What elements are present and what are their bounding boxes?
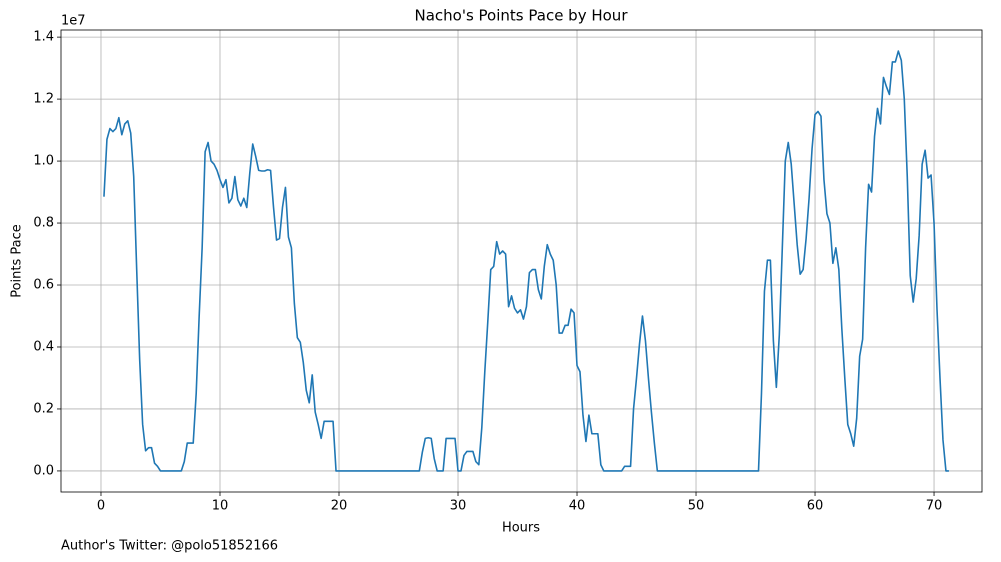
y-tick-label: 0.4 bbox=[33, 339, 54, 354]
x-tick-label: 30 bbox=[450, 499, 467, 514]
x-tick-label: 50 bbox=[688, 499, 705, 514]
y-tick-label: 0.2 bbox=[33, 401, 54, 416]
x-tick-label: 70 bbox=[926, 499, 943, 514]
y-tick-label: 1.0 bbox=[33, 154, 54, 169]
y-tick-label: 0.0 bbox=[33, 463, 54, 478]
axes-frame bbox=[60, 29, 983, 493]
x-tick-label: 40 bbox=[569, 499, 586, 514]
y-offset-label: 1e7 bbox=[61, 14, 86, 29]
footnote: Author's Twitter: @polo51852166 bbox=[61, 539, 278, 554]
y-tick-label: 0.6 bbox=[33, 278, 54, 293]
chart-title: Nacho's Points Pace by Hour bbox=[415, 7, 629, 25]
y-tick-label: 1.4 bbox=[33, 30, 54, 45]
y-tick-label: 1.2 bbox=[33, 92, 54, 107]
x-tick-label: 20 bbox=[331, 499, 348, 514]
y-tick-label: 0.8 bbox=[33, 216, 54, 231]
x-tick-label: 0 bbox=[97, 499, 105, 514]
x-tick-label: 10 bbox=[212, 499, 229, 514]
data-line bbox=[103, 50, 949, 472]
y-axis-label: Points Pace bbox=[10, 224, 25, 298]
x-axis-label: Hours bbox=[502, 521, 540, 536]
x-tick-label: 60 bbox=[807, 499, 824, 514]
